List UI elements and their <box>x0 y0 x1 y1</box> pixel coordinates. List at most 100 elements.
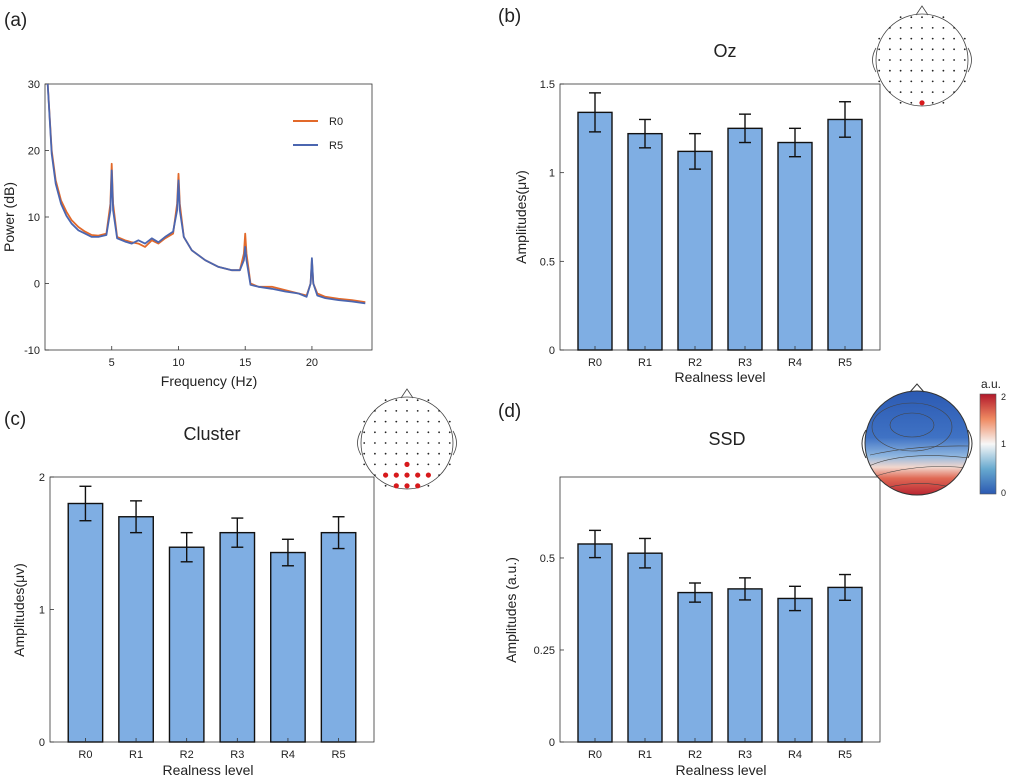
colorbar: a.u. 2 1 0 <box>979 377 1006 498</box>
panel-c-title: Cluster <box>183 424 240 444</box>
panel-a-xtick-label-1: 10 <box>172 357 184 369</box>
panel-b-xtick-label-4: R4 <box>788 357 802 369</box>
oz-map-electrode-62 <box>942 91 945 93</box>
cluster-map-electrode-53 <box>416 463 419 466</box>
oz-map-electrode-12 <box>878 37 881 40</box>
panel-d-ylabel: Amplitudes (a.u.) <box>503 557 519 663</box>
panel-b-xtick-label-2: R2 <box>688 357 702 369</box>
cluster-map-electrode-64 <box>384 484 387 487</box>
panel-c-bar-r2 <box>168 546 205 743</box>
panel-b-bar-r0 <box>577 111 613 351</box>
panel-d-xtick-label-0: R0 <box>588 749 602 761</box>
oz-map-electrode-34 <box>921 59 923 61</box>
panel-b-ytick-label-0: 0 <box>549 345 555 357</box>
panel-label-d: (d) <box>498 401 521 422</box>
panel-c-xtick-label-5: R5 <box>332 749 346 761</box>
cluster-map-electrode-50 <box>384 463 387 466</box>
cluster-map-electrode-13 <box>374 420 376 423</box>
panel-a-series-r0 <box>46 83 366 303</box>
oz-map-electrode-1 <box>910 16 913 19</box>
cluster-map-electrode-highlight-59 <box>393 472 399 478</box>
electrode-headmap-oz <box>872 5 972 107</box>
oz-map-electrode-63 <box>953 91 955 93</box>
panel-a-ytick-label-0: -10 <box>24 345 40 357</box>
cluster-map-electrode-highlight-62 <box>425 472 431 478</box>
oz-map-electrode-7 <box>910 27 913 29</box>
panel-d-bar-r0 <box>577 543 613 743</box>
topography-head-outline <box>864 390 970 496</box>
panel-d-xtick-label-4: R4 <box>788 749 802 761</box>
oz-map-electrode-24 <box>910 48 913 51</box>
oz-map-electrode-19 <box>953 37 955 40</box>
cluster-map-electrode-41 <box>384 452 387 455</box>
panel-b-ytick-label-3: 1.5 <box>540 79 555 91</box>
oz-map-electrode-36 <box>942 59 945 61</box>
panel-b-axes-box <box>559 83 881 351</box>
panel-label-b: (b) <box>498 6 521 27</box>
cluster-map-electrode-24 <box>395 431 398 434</box>
panel-a-axes-box <box>44 83 373 351</box>
cluster-map-electrode-32 <box>384 442 387 444</box>
colorbar-gradient <box>979 393 997 495</box>
oz-map-electrode-45 <box>942 69 945 72</box>
panel-c-xtick-label-4: R4 <box>281 749 295 761</box>
scalp-topography <box>861 383 973 496</box>
colorbar-tick-top: 2 <box>1001 392 1006 402</box>
panel-a-xlabel: Frequency (Hz) <box>161 373 257 389</box>
oz-map-electrode-46 <box>953 69 955 72</box>
cluster-map-electrode-55 <box>438 463 440 466</box>
cluster-map-electrode-11 <box>438 410 440 412</box>
panel-b-ytick-label-2: 1 <box>549 168 555 180</box>
panel-b-xtick-label-1: R1 <box>638 357 652 369</box>
oz-map-electrode-21 <box>878 48 881 51</box>
oz-map-electrode-11 <box>953 27 955 29</box>
oz-map-electrode-14 <box>899 37 902 40</box>
cluster-map-electrode-19 <box>438 420 440 423</box>
oz-map-electrode-6 <box>899 27 902 29</box>
cluster-map-electrode-45 <box>427 452 430 455</box>
panel-d-bar-r1 <box>627 552 663 743</box>
oz-map-electrode-60 <box>921 91 923 93</box>
oz-map-nose <box>915 5 929 16</box>
cluster-map-electrode-8 <box>406 410 408 412</box>
oz-map-electrode-51 <box>910 80 913 83</box>
cluster-map-electrode-18 <box>427 420 430 423</box>
oz-map-electrode-59 <box>910 91 913 93</box>
panel-a-xtick-label-0: 5 <box>109 357 115 369</box>
oz-map-electrode-30 <box>878 59 881 61</box>
panel-d-bar-r3 <box>727 588 763 743</box>
panel-label-c: (c) <box>4 409 26 430</box>
cluster-map-electrode-43 <box>406 452 408 455</box>
panel-d-xtick-label-2: R2 <box>688 749 702 761</box>
cluster-map-electrode-highlight-58 <box>383 472 389 478</box>
panel-c-bar-chart: Cluster 0 1 2 R0 R1 R2 R3 R4 R5 Realness level A… <box>11 424 375 778</box>
cluster-map-electrode-36 <box>427 442 430 444</box>
panel-d-bar-chart: SSD 00.250.5R0 R1 R2 R3 R4 R5 Realness level … <box>503 429 881 778</box>
panel-a-legend: R0 R5 <box>293 116 343 152</box>
panel-b-bar-r3 <box>727 127 763 351</box>
electrode-headmap-cluster <box>357 388 457 490</box>
oz-map-electrode-48 <box>878 80 881 83</box>
cluster-map-left-ear <box>357 430 362 456</box>
oz-map-electrode-39 <box>878 69 881 72</box>
panel-c-bar-r4 <box>270 551 306 743</box>
oz-map-electrode-58 <box>899 91 902 93</box>
oz-map-electrode-9 <box>931 27 934 29</box>
cluster-map-electrode-51 <box>395 463 398 466</box>
cluster-map-electrode-30 <box>363 442 366 444</box>
panel-b-bar-r1 <box>627 132 663 351</box>
cluster-map-electrode-40 <box>374 452 376 455</box>
topography-left-ear <box>861 429 867 459</box>
oz-map-electrode-65 <box>910 101 913 104</box>
cluster-map-electrode-6 <box>384 410 387 412</box>
panel-b-bar-r4 <box>777 141 813 351</box>
oz-map-electrode-64 <box>899 101 902 104</box>
panel-c-xtick-label-1: R1 <box>129 749 143 761</box>
cluster-map-electrode-highlight-65 <box>393 483 399 489</box>
oz-map-electrode-17 <box>931 37 934 40</box>
oz-map-electrode-4 <box>942 16 945 19</box>
panel-b-title: Oz <box>713 41 736 61</box>
cluster-map-electrode-2 <box>406 399 408 402</box>
panel-c-ytick-label-0: 0 <box>39 737 45 749</box>
panel-b-bar-r5 <box>827 118 863 351</box>
